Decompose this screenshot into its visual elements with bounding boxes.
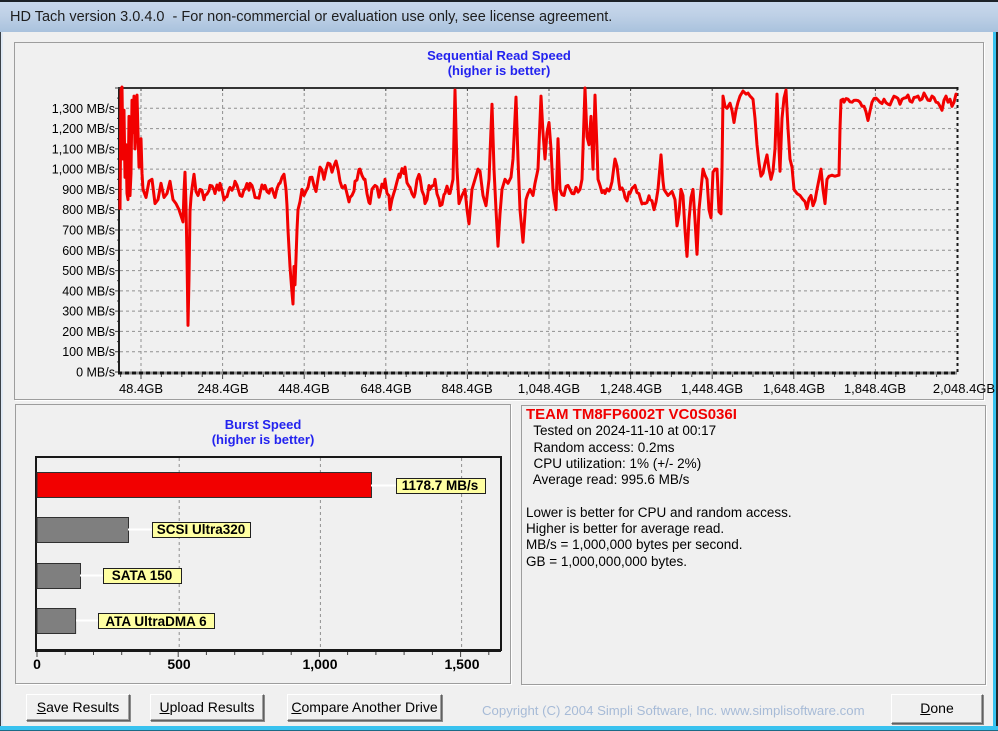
svg-text:300 MB/s: 300 MB/s xyxy=(62,305,115,319)
svg-text:1,500: 1,500 xyxy=(444,656,479,672)
svg-text:848.4GB: 848.4GB xyxy=(441,381,492,396)
svg-text:SCSI Ultra320: SCSI Ultra320 xyxy=(157,522,246,537)
svg-text:48.4GB: 48.4GB xyxy=(119,381,163,396)
svg-text:0: 0 xyxy=(33,656,41,672)
svg-text:1178.7 MB/s: 1178.7 MB/s xyxy=(402,478,479,493)
svg-text:900 MB/s: 900 MB/s xyxy=(62,183,115,197)
svg-text:100 MB/s: 100 MB/s xyxy=(62,345,115,359)
svg-text:500: 500 xyxy=(167,656,191,672)
svg-text:2,048.4GB: 2,048.4GB xyxy=(933,381,995,396)
svg-text:1,048.4GB: 1,048.4GB xyxy=(518,381,580,396)
svg-text:1,300 MB/s: 1,300 MB/s xyxy=(52,102,115,116)
svg-text:448.4GB: 448.4GB xyxy=(278,381,329,396)
svg-text:800 MB/s: 800 MB/s xyxy=(62,203,115,217)
svg-text:648.4GB: 648.4GB xyxy=(360,381,411,396)
svg-text:1,248.4GB: 1,248.4GB xyxy=(600,381,662,396)
svg-text:1,848.4GB: 1,848.4GB xyxy=(844,381,906,396)
svg-text:1,648.4GB: 1,648.4GB xyxy=(763,381,825,396)
svg-text:SATA 150: SATA 150 xyxy=(112,568,173,583)
svg-text:1,448.4GB: 1,448.4GB xyxy=(681,381,743,396)
svg-text:1,000: 1,000 xyxy=(302,656,337,672)
svg-text:0 MB/s: 0 MB/s xyxy=(76,366,115,380)
svg-text:400 MB/s: 400 MB/s xyxy=(62,284,115,298)
svg-text:700 MB/s: 700 MB/s xyxy=(62,224,115,238)
svg-text:ATA UltraDMA 6: ATA UltraDMA 6 xyxy=(105,614,207,629)
svg-text:200 MB/s: 200 MB/s xyxy=(62,325,115,339)
svg-text:1,200 MB/s: 1,200 MB/s xyxy=(52,122,115,136)
svg-text:500 MB/s: 500 MB/s xyxy=(62,264,115,278)
svg-text:600 MB/s: 600 MB/s xyxy=(62,244,115,258)
svg-text:1,100 MB/s: 1,100 MB/s xyxy=(52,142,115,156)
svg-text:248.4GB: 248.4GB xyxy=(197,381,248,396)
svg-text:1,000 MB/s: 1,000 MB/s xyxy=(52,163,115,177)
